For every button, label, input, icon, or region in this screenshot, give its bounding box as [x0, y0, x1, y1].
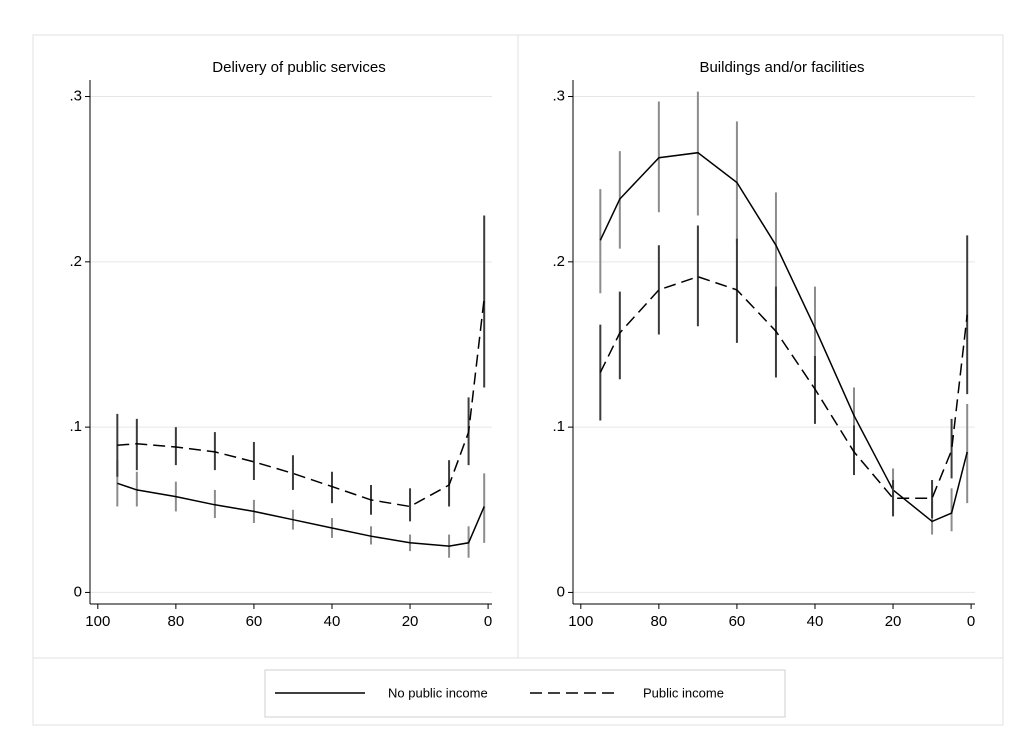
x-tick-label: 60 — [246, 613, 263, 630]
series-line — [599, 275, 968, 499]
x-tick-label: 0 — [967, 613, 975, 630]
y-tick-label: 0 — [74, 583, 82, 600]
legend-label: No public income — [388, 685, 488, 700]
x-tick-label: 60 — [729, 613, 746, 630]
y-tick-label: .3 — [552, 87, 565, 104]
panel-title: Buildings and/or facilities — [699, 59, 864, 76]
legend-label: Public income — [643, 685, 724, 700]
x-tick-label: 80 — [168, 613, 185, 630]
x-tick-label: 80 — [651, 613, 668, 630]
x-tick-label: 20 — [885, 613, 902, 630]
series-line — [599, 151, 968, 523]
x-tick-label: 40 — [807, 613, 824, 630]
y-tick-label: 0 — [557, 583, 565, 600]
y-tick-label: .3 — [69, 87, 82, 104]
x-tick-label: 40 — [324, 613, 341, 630]
x-tick-label: 100 — [568, 613, 593, 630]
panel-title: Delivery of public services — [212, 59, 385, 76]
x-tick-label: 100 — [85, 613, 110, 630]
series-line — [117, 298, 485, 508]
x-tick-label: 0 — [484, 613, 492, 630]
y-tick-label: .1 — [69, 418, 82, 435]
y-tick-label: .2 — [69, 253, 82, 270]
y-tick-label: .2 — [552, 253, 565, 270]
series-line — [117, 482, 485, 547]
x-tick-label: 20 — [402, 613, 419, 630]
y-tick-label: .1 — [552, 418, 565, 435]
